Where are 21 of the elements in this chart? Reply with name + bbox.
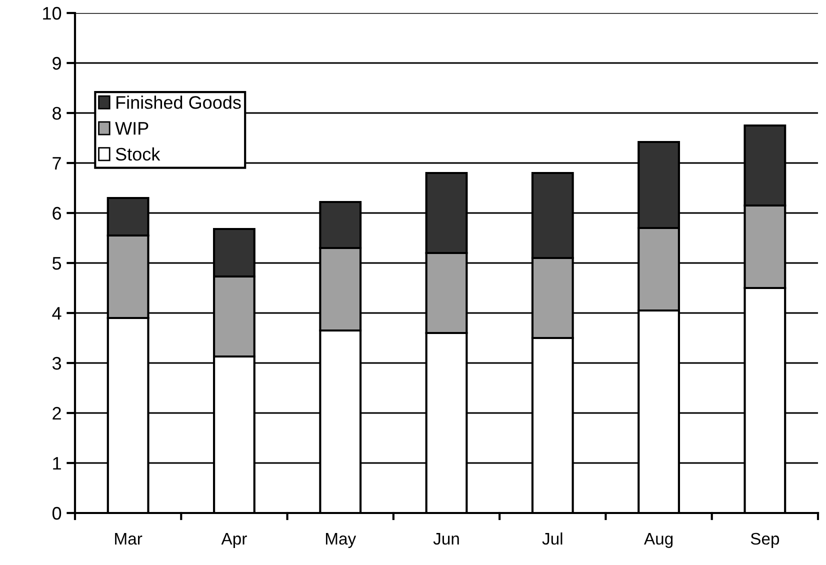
x-tick-label: Jul: [542, 532, 562, 545]
y-tick-label: 6: [52, 206, 62, 220]
x-tick-label: Aug: [644, 533, 673, 548]
legend-label: Finished Goods: [116, 96, 241, 109]
y-tick-label: 8: [52, 106, 62, 120]
y-tick-label: 4: [52, 307, 62, 320]
y-tick-label: 1: [53, 457, 61, 470]
x-tick-label: Sep: [750, 532, 780, 548]
y-tick-label: 2: [52, 406, 61, 420]
y-tick-label: 7: [52, 157, 61, 170]
x-tick-label: May: [326, 533, 356, 548]
y-tick-label: 3: [52, 356, 62, 370]
y-tick-label: 0: [52, 506, 62, 520]
y-tick-label: 9: [52, 56, 61, 70]
x-tick-label: Jun: [433, 533, 459, 545]
x-tick-label: Mar: [115, 533, 142, 545]
legend-label: Stock: [116, 147, 160, 161]
y-tick-label: 5: [52, 257, 62, 270]
x-tick-label: Apr: [221, 533, 247, 548]
legend-label: WIP: [115, 122, 148, 135]
y-tick-label: 10: [43, 6, 62, 20]
